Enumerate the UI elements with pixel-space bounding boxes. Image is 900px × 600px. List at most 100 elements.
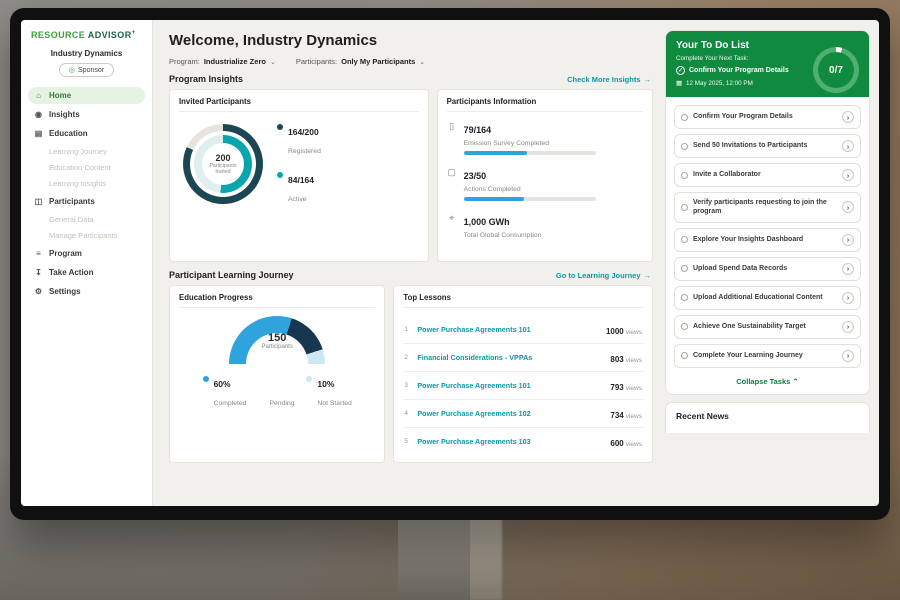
chevron-right-icon: › <box>842 349 854 362</box>
chevron-right-icon: › <box>842 111 854 123</box>
settings-icon: ⚙ <box>34 287 43 296</box>
todo-next-task[interactable]: ✓ Confirm Your Program Details <box>676 66 789 75</box>
chevron-right-icon: › <box>842 320 854 333</box>
todo-subtitle: Complete Your Next Task: <box>676 55 749 62</box>
page-title: Welcome, Industry Dynamics <box>169 32 378 49</box>
sidebar-item-learning-insights[interactable]: Learning Insights <box>49 179 107 188</box>
todo-panel: Your To Do List Complete Your Next Task:… <box>663 20 879 506</box>
participants-icon: ◫ <box>34 197 43 206</box>
chevron-right-icon: › <box>842 140 854 152</box>
lesson-row: 1 Power Purchase Agreements 101 1000 view… <box>403 316 643 344</box>
emission-progress-bar <box>463 151 596 155</box>
program-insights-header: Program Insights Check More Insights → <box>169 74 651 84</box>
task-status-icon <box>681 294 688 302</box>
task-upload-spend-data[interactable]: Upload Spend Data Records › <box>674 256 861 281</box>
sponsor-icon: ◎ <box>68 67 76 74</box>
invited-participants-card: Invited Participants 200 Participants In… <box>169 89 429 262</box>
education-progress-card: Education Progress 150 Participants <box>169 285 386 463</box>
learning-journey-header: Participant Learning Journey Go to Learn… <box>169 270 651 280</box>
clipboard-icon: ▯ <box>449 121 455 131</box>
task-complete-learning-journey[interactable]: Complete Your Learning Journey › <box>674 343 861 368</box>
lesson-row: 3 Power Purchase Agreements 101 793 views <box>403 372 643 400</box>
sidebar-item-take-action[interactable]: ↧ Take Action <box>35 268 94 277</box>
check-more-insights-link[interactable]: Check More Insights → <box>567 74 652 84</box>
emission-survey-row: ▯ 79/164 Emission Survey Completed <box>447 120 643 155</box>
section-title: Program Insights <box>169 74 244 84</box>
sidebar-item-learning-journey[interactable]: Learning Journey <box>49 147 107 156</box>
legend-completed: 60% Completed <box>202 374 246 410</box>
task-achieve-sustainability-target[interactable]: Achieve One Sustainability Target › <box>674 314 861 339</box>
learning-cards-row: Education Progress 150 Participants <box>169 285 653 463</box>
active-dot <box>277 172 283 178</box>
task-confirm-program-details[interactable]: Confirm Your Program Details › <box>674 105 861 129</box>
todo-progress-value: 0/7 <box>818 52 854 88</box>
program-icon: ≡ <box>36 249 41 258</box>
filter-bar: Program: Industrialize Zero ⌄ Participan… <box>169 57 653 66</box>
top-lessons-card: Top Lessons 1 Power Purchase Agreements … <box>393 285 653 463</box>
legend-not-started: 10% Not Started <box>306 374 352 410</box>
sidebar-item-program[interactable]: ≡ Program <box>28 245 145 262</box>
task-status-icon <box>681 265 688 273</box>
go-to-learning-journey-link[interactable]: Go to Learning Journey → <box>555 270 651 280</box>
task-verify-participants[interactable]: Verify participants requesting to join t… <box>674 192 861 223</box>
insights-cards-row: Invited Participants 200 Participants In… <box>169 89 653 262</box>
arrow-right-icon: → <box>643 74 652 84</box>
program-filter[interactable]: Program: Industrialize Zero ⌄ <box>169 57 276 66</box>
actions-completed-row: ▢ 23/50 Actions Completed <box>447 166 643 201</box>
task-status-icon <box>681 323 688 331</box>
recent-news-header: Recent News <box>665 401 870 433</box>
section-title: Participant Learning Journey <box>169 270 294 280</box>
sidebar-item-manage-participants[interactable]: Manage Participants <box>49 231 118 240</box>
task-status-icon <box>681 236 688 244</box>
donut-legend: 164/200 Registered 84/164 Active <box>277 122 321 206</box>
desk-shelf <box>466 510 502 600</box>
lesson-link[interactable]: Power Purchase Agreements 101 <box>417 325 531 334</box>
calendar-icon: ▦ <box>676 80 682 87</box>
sidebar: RESOURCE ADVISOR+ Industry Dynamics ◎ Sp… <box>21 20 153 506</box>
lesson-link[interactable]: Power Purchase Agreements 101 <box>417 381 531 390</box>
gauge-center-label: Participants <box>261 344 293 350</box>
lesson-link[interactable]: Financial Considerations - VPPAs <box>417 353 533 362</box>
chevron-right-icon: › <box>842 262 854 275</box>
sidebar-item-education[interactable]: ▤ Education <box>34 129 88 138</box>
todo-title: Your To Do List <box>676 40 749 51</box>
sidebar-item-settings[interactable]: ⚙ Settings <box>34 287 81 296</box>
pin-icon: ⌖ <box>449 213 455 223</box>
chevron-down-icon: ⌄ <box>269 58 276 66</box>
sidebar-item-participants[interactable]: ◫ Participants <box>34 197 95 206</box>
take-action-icon: ↧ <box>35 268 42 277</box>
lesson-link[interactable]: Power Purchase Agreements 103 <box>417 437 531 446</box>
donut-center-label: Participants Invited <box>209 162 237 175</box>
actions-progress-bar <box>463 197 596 201</box>
task-upload-educational-content[interactable]: Upload Additional Educational Content › <box>674 285 861 310</box>
task-status-icon <box>681 203 688 211</box>
legend-active: 84/164 Active <box>277 170 321 206</box>
card-title: Participants Information <box>446 97 643 112</box>
education-icon: ▤ <box>34 129 43 138</box>
task-status-icon <box>681 142 688 150</box>
chevron-right-icon: › <box>842 233 854 246</box>
sidebar-item-insights[interactable]: ◉ Insights <box>35 110 80 119</box>
sidebar-item-home[interactable]: ⌂ Home <box>28 87 145 104</box>
task-invite-collaborator[interactable]: Invite a Collaborator › <box>674 163 861 187</box>
lesson-row: 5 Power Purchase Agreements 103 600 views <box>404 437 642 448</box>
monitor-bezel: RESOURCE ADVISOR+ Industry Dynamics ◎ Sp… <box>10 8 890 520</box>
registered-dot <box>277 124 283 130</box>
collapse-tasks-link[interactable]: Collapse Tasks ⌃ <box>736 376 799 386</box>
sponsor-badge: ◎ Sponsor <box>58 63 115 77</box>
invited-donut-chart: 200 Participants Invited <box>183 124 263 204</box>
legend-registered: 164/200 Registered <box>277 122 321 158</box>
chevron-down-icon: ⌄ <box>419 58 426 66</box>
lesson-row: 4 Power Purchase Agreements 102 734 views <box>403 400 643 428</box>
gauge-center-value: 150 <box>268 332 287 344</box>
todo-header: Your To Do List Complete Your Next Task:… <box>666 31 869 97</box>
task-explore-insights[interactable]: Explore Your Insights Dashboard › <box>674 227 861 252</box>
lesson-link[interactable]: Power Purchase Agreements 102 <box>417 409 531 418</box>
participants-filter[interactable]: Participants: Only My Participants ⌄ <box>295 57 426 66</box>
task-send-invitations[interactable]: Send 50 Invitations to Participants › <box>674 134 861 158</box>
insights-icon: ◉ <box>35 110 42 119</box>
sidebar-item-education-content[interactable]: Education Content <box>49 163 111 172</box>
task-status-icon <box>681 352 688 360</box>
sidebar-item-general-data[interactable]: General Data <box>49 215 94 224</box>
